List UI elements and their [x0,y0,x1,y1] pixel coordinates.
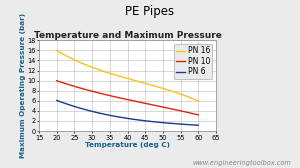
PN 16 [55,49,58,51]
PN 6 [139,119,142,121]
X-axis label: Temperature (deg C): Temperature (deg C) [85,142,170,148]
PN 16 [183,95,187,97]
PN 10 [174,109,178,111]
PN 10 [196,114,200,116]
PN 10 [183,111,187,113]
PN 6 [174,123,178,125]
PN 6 [183,123,187,125]
Line: PN 6: PN 6 [57,100,198,125]
PN 10 [142,102,145,104]
PN 16 [142,82,145,84]
PN 10 [139,101,142,103]
PN 16 [174,92,178,94]
Line: PN 10: PN 10 [57,81,198,115]
PN 6 [196,124,200,126]
Text: www.engineeringtoolbox.com: www.engineeringtoolbox.com [192,160,291,166]
Y-axis label: Maximum Operating Pressure (bar): Maximum Operating Pressure (bar) [20,13,26,158]
PN 6 [139,119,143,121]
PN 16 [56,50,59,52]
Legend: PN 16, PN 10, PN 6: PN 16, PN 10, PN 6 [174,44,212,79]
PN 6 [55,99,58,101]
Line: PN 16: PN 16 [57,50,198,101]
PN 16 [139,81,142,83]
Text: PE Pipes: PE Pipes [125,5,175,18]
PN 6 [56,100,59,102]
PN 6 [142,120,145,122]
PN 10 [55,80,58,82]
PN 16 [139,81,143,83]
PN 10 [139,101,143,103]
PN 10 [56,80,59,82]
Title: Temperature and Maximum Pressure: Temperature and Maximum Pressure [34,31,221,39]
PN 16 [196,100,200,102]
